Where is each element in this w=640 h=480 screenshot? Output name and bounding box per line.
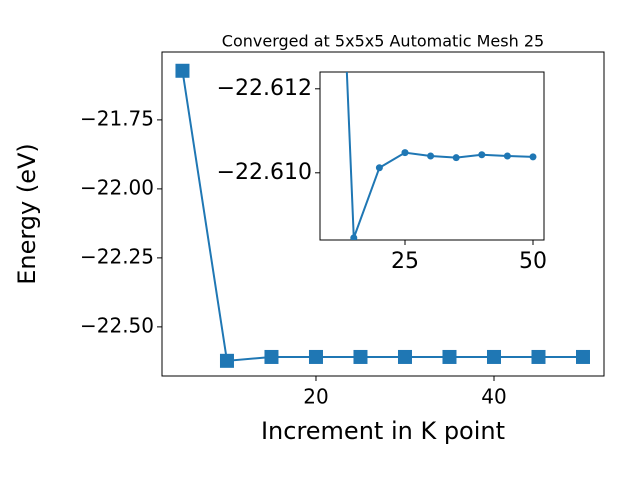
marker <box>353 349 368 364</box>
y-tick-label: −22.25 <box>80 244 154 268</box>
y-tick-label: −22.610 <box>217 160 312 185</box>
marker <box>531 349 546 364</box>
marker <box>175 63 190 78</box>
marker <box>478 151 486 159</box>
x-tick-label: 20 <box>303 385 328 409</box>
series-line <box>181 70 583 362</box>
x-tick-label: 50 <box>519 249 547 274</box>
marker <box>486 349 501 364</box>
plot-area <box>345 72 537 240</box>
marker <box>427 152 435 160</box>
marker <box>264 349 279 364</box>
chart-title: Converged at 5x5x5 Automatic Mesh 25 <box>222 32 544 51</box>
plot-area <box>175 63 590 368</box>
y-tick-label: −21.75 <box>80 106 154 130</box>
marker <box>219 353 234 368</box>
marker <box>529 153 537 161</box>
marker <box>401 149 409 157</box>
marker <box>375 164 383 172</box>
marker <box>308 349 323 364</box>
y-axis-label: Energy (eV) <box>13 143 41 285</box>
marker <box>452 154 460 162</box>
marker <box>442 349 457 364</box>
y-tick-label: −22.50 <box>80 313 154 337</box>
y-tick-label: −22.612 <box>217 76 312 101</box>
x-axis-label: Increment in K point <box>261 417 505 445</box>
marker <box>503 152 511 160</box>
marker <box>397 349 412 364</box>
x-tick-label: 40 <box>481 385 506 409</box>
y-tick-label: −22.00 <box>80 175 154 199</box>
marker <box>350 234 358 240</box>
marker <box>575 349 590 364</box>
x-tick-label: 25 <box>391 249 419 274</box>
